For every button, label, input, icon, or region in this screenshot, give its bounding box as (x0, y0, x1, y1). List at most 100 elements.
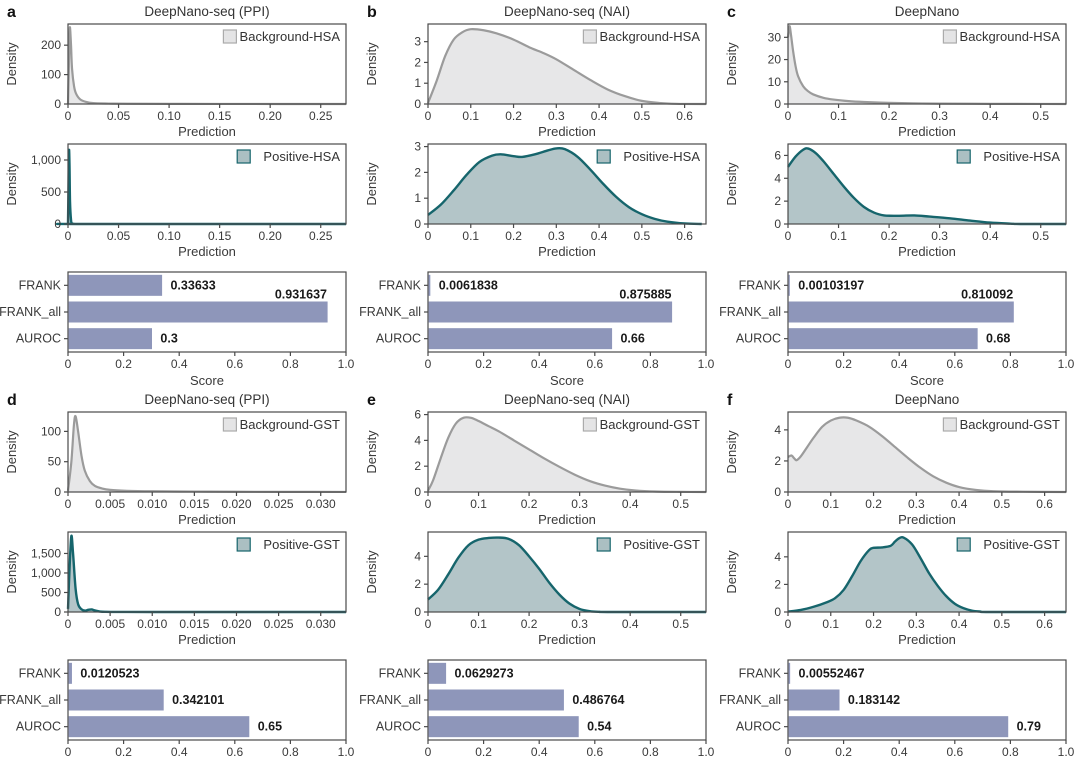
x-tick-label: 0.8 (642, 745, 659, 759)
x-tick-label: 0 (65, 745, 72, 759)
density-plot-background: DeepNano-seq (PPI) 0 0.05 0.10 0.15 0.20 0.25 0… (4, 4, 347, 138)
bar-chart: FRANK 0.00103197 FRANK_all 0.810092 AUROC 0.6… (720, 271, 1075, 388)
y-tick-label: 4 (774, 423, 781, 437)
x-tick-label: 0.5 (672, 617, 689, 631)
x-tick-label: 0.4 (951, 617, 968, 631)
x-axis-label: Score (190, 373, 224, 388)
chart-title: DeepNano (895, 4, 960, 19)
legend-swatch (222, 417, 237, 432)
y-axis-label: Density (364, 42, 379, 86)
bar-frank (788, 662, 791, 684)
category-label: FRANK_all (720, 693, 781, 707)
density-area (788, 148, 1066, 224)
y-axis-label: Density (724, 42, 739, 86)
density-area (788, 417, 1066, 492)
x-tick-label: 0.2 (865, 497, 882, 511)
bar-frank_all (788, 301, 1014, 323)
panel-letter: f (727, 392, 733, 409)
x-tick-label: 1.0 (1058, 357, 1075, 371)
density-plot-background: DeepNano 0 0.1 0.2 0.3 0.4 0.5 0.6 0 2 4 Density Pre… (724, 392, 1067, 526)
y-tick-label: 1 (414, 76, 421, 90)
y-tick-label: 3 (414, 140, 421, 154)
y-tick-label: 4 (414, 433, 421, 447)
bar-chart: FRANK 0.33633 FRANK_all 0.931637 AUROC 0.3 0 0.… (0, 271, 355, 388)
bar-frank (68, 274, 163, 296)
density-plot-background: DeepNano-seq (NAI) 0 0.1 0.2 0.3 0.4 0.5 0.6 0 1 2… (364, 4, 707, 138)
x-tick-label: 0.15 (208, 109, 232, 123)
y-tick-label: 2 (774, 194, 781, 208)
density-plot-positive: 0 0.1 0.2 0.3 0.4 0.5 0.6 0 1 2 3 Density Prediction… (364, 140, 707, 259)
density-plot-positive: 0 0.1 0.2 0.3 0.4 0.5 0 2 4 Density Prediction Posi… (364, 531, 707, 647)
x-tick-label: 0.4 (891, 745, 908, 759)
x-tick-label: 0.2 (881, 229, 898, 243)
x-tick-label: 0.025 (264, 497, 294, 511)
x-tick-label: 0.4 (982, 109, 999, 123)
x-tick-label: 0.2 (115, 745, 132, 759)
axis-box (67, 23, 347, 105)
x-tick-label: 0.3 (931, 229, 948, 243)
panel-letter: c (727, 4, 736, 21)
y-tick-label: 50 (48, 455, 62, 469)
panel-letter: b (367, 4, 377, 21)
panel-b: b DeepNano-seq (NAI) 0 0.1 0.2 0.3 0.4 0.5 0.6 0 1… (360, 2, 720, 390)
panel-letter: e (367, 392, 376, 409)
x-tick-label: 0 (425, 617, 432, 631)
x-axis-label: Prediction (178, 632, 236, 647)
x-tick-label: 0.4 (171, 745, 188, 759)
bar-auroc (428, 716, 579, 738)
x-tick-label: 0.6 (226, 745, 243, 759)
y-tick-label: 0 (54, 217, 61, 231)
x-tick-label: 0.2 (475, 357, 492, 371)
x-tick-label: 0.8 (1002, 745, 1019, 759)
legend-label: Background-GST (960, 417, 1060, 432)
x-axis-label: Score (550, 373, 584, 388)
legend-swatch (956, 149, 971, 164)
value-label: 0.486764 (572, 693, 624, 707)
density-plot-positive: 0 0.1 0.2 0.3 0.4 0.5 0 2 4 6 Density Prediction Pos… (724, 143, 1067, 259)
legend-label: Positive-GST (983, 537, 1060, 552)
x-tick-label: 0.20 (259, 109, 283, 123)
x-tick-label: 0.2 (115, 357, 132, 371)
category-label: FRANK (379, 666, 422, 680)
axis-box (787, 531, 1067, 613)
x-tick-label: 0.1 (470, 617, 487, 631)
y-axis-label: Density (4, 550, 19, 594)
x-tick-label: 0.6 (946, 745, 963, 759)
legend-label: Positive-GST (623, 537, 700, 552)
y-tick-label: 6 (774, 148, 781, 162)
x-tick-label: 0.4 (591, 229, 608, 243)
x-tick-label: 0.4 (171, 357, 188, 371)
category-label: AUROC (16, 332, 61, 346)
y-axis-label: Density (364, 550, 379, 594)
x-tick-label: 0.1 (822, 617, 839, 631)
y-tick-label: 2 (414, 577, 421, 591)
x-tick-label: 0.8 (282, 745, 299, 759)
x-tick-label: 0.3 (908, 617, 925, 631)
x-tick-label: 0 (425, 109, 432, 123)
panel-a: a DeepNano-seq (PPI) 0 0.05 0.10 0.15 0.20 0.25… (0, 2, 360, 390)
x-axis-label: Prediction (178, 512, 236, 526)
legend-swatch (942, 29, 957, 44)
x-tick-label: 0.6 (586, 357, 603, 371)
value-label: 0.00552467 (799, 666, 865, 680)
x-tick-label: 0.2 (835, 745, 852, 759)
x-tick-label: 0.2 (521, 497, 538, 511)
y-tick-label: 0 (414, 605, 421, 619)
x-tick-label: 1.0 (338, 745, 355, 759)
panel-letter: d (7, 392, 17, 409)
x-tick-label: 0.4 (591, 109, 608, 123)
density-plot-background: DeepNano-seq (NAI) 0 0.1 0.2 0.3 0.4 0.5 0 2 4 6 De… (364, 392, 707, 526)
value-label: 0.183142 (848, 693, 900, 707)
bar-frank_all (428, 689, 564, 711)
y-tick-label: 100 (41, 424, 61, 438)
category-label: AUROC (16, 720, 61, 734)
x-tick-label: 0.8 (642, 357, 659, 371)
x-tick-label: 0 (425, 745, 432, 759)
y-tick-label: 200 (41, 38, 61, 52)
x-tick-label: 0 (65, 357, 72, 371)
bar-auroc (428, 328, 613, 350)
panel-c: c DeepNano 0 0.1 0.2 0.3 0.4 0.5 0 10 20 30 Density P… (720, 2, 1080, 390)
category-label: FRANK (739, 278, 782, 292)
x-tick-label: 0.8 (1002, 357, 1019, 371)
